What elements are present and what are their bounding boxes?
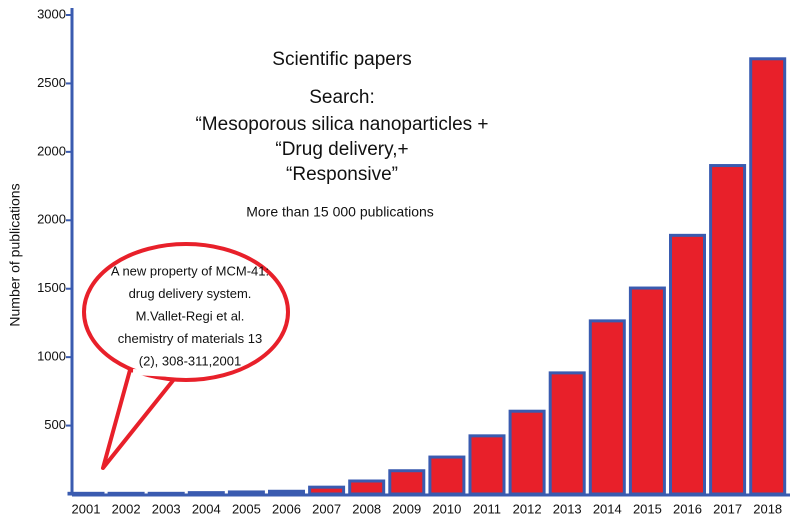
x-tick-label: 2018: [753, 501, 782, 516]
bar: [308, 485, 346, 496]
x-tick-label: 2010: [432, 501, 461, 516]
callout-bubble: [82, 242, 290, 382]
y-tick-label: 3000: [37, 6, 66, 21]
y-axis-label: Number of publications: [7, 183, 23, 326]
x-tick-label: 2013: [553, 501, 582, 516]
y-tick-label: 2000: [37, 212, 66, 227]
x-tick-label: 2004: [192, 501, 221, 516]
headline: Search:: [309, 87, 374, 108]
x-tick-label: 2015: [633, 501, 662, 516]
headline: “Responsive”: [286, 164, 398, 185]
x-tick-label: 2003: [152, 501, 181, 516]
bar: [187, 491, 225, 496]
bar: [669, 233, 706, 496]
x-tick-label: 2008: [352, 501, 381, 516]
bar: [548, 371, 586, 496]
y-tick-label: 500: [44, 417, 66, 432]
x-tick-label: 2007: [312, 501, 341, 516]
note: More than 15 000 publications: [246, 204, 434, 220]
x-tick-label: 2006: [272, 501, 301, 516]
x-tick-label: 2016: [673, 501, 702, 516]
headline: “Drug delivery,+: [275, 139, 408, 160]
bar: [388, 469, 426, 496]
bar: [508, 409, 546, 496]
x-tick-label: 2017: [713, 501, 742, 516]
bar: [628, 286, 666, 496]
callout-text: M.Vallet-Regi et al.: [136, 308, 245, 323]
callout-tail: [101, 368, 177, 470]
bar: [268, 489, 305, 496]
callout-text: chemistry of materials 13: [118, 331, 263, 346]
x-tick-label: 2014: [593, 501, 622, 516]
bar: [348, 479, 386, 496]
bar: [749, 57, 787, 496]
callout-text: A new property of MCM-41:: [111, 263, 269, 278]
callout-join: [132, 369, 174, 377]
x-tick-label: 2001: [72, 501, 101, 516]
x-tick-label: 2005: [232, 501, 261, 516]
bar: [227, 490, 265, 496]
bar: [709, 164, 747, 496]
headline: “Mesoporous silica nanoparticles +: [195, 114, 488, 135]
callout-text: (2), 308-311,2001: [139, 353, 241, 368]
bar: [428, 455, 466, 496]
bar: [588, 319, 626, 496]
y-tick-label: 2500: [37, 75, 66, 90]
headline: Scientific papers: [272, 49, 411, 70]
y-tick-label: 1500: [37, 280, 66, 295]
bar: [67, 491, 105, 496]
y-tick-label: 1000: [37, 349, 66, 364]
bar: [147, 491, 185, 496]
y-tick-label: 2000: [37, 143, 66, 158]
bar: [468, 434, 506, 496]
x-tick-label: 2011: [473, 501, 501, 516]
bar: [107, 491, 145, 496]
x-tick-label: 2009: [392, 501, 421, 516]
callout-text: drug delivery system.: [129, 286, 252, 301]
x-tick-label: 2002: [112, 501, 141, 516]
x-tick-label: 2012: [513, 501, 542, 516]
